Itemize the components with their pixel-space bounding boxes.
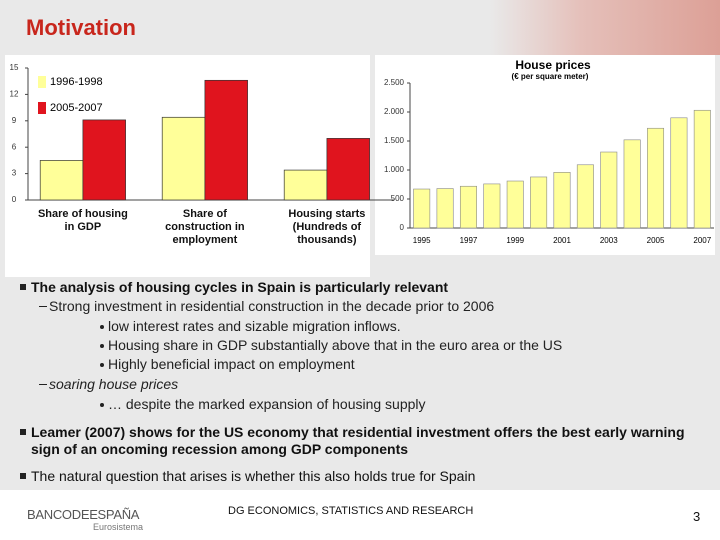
x-tick-label: 1999 (506, 236, 524, 245)
bullet: The natural question that arises is whet… (20, 468, 475, 485)
x-tick-label: 1997 (460, 236, 478, 245)
y-tick-label: 6 (12, 142, 17, 151)
x-tick-label: Share of housing in GDP (37, 208, 128, 233)
bar (693, 109, 711, 229)
legend-swatch (38, 76, 46, 88)
department: DG ECONOMICS, STATISTICS AND RESEARCH (228, 505, 474, 517)
bar (553, 172, 571, 229)
bar (506, 180, 524, 229)
x-tick-label: Housing starts (Hundreds of thousands) (288, 208, 366, 246)
y-tick-label: 9 (12, 116, 17, 125)
bullet: Leamer (2007) shows for the US economy t… (20, 424, 691, 458)
bullet: Housing share in GDP substantially above… (99, 337, 563, 353)
bullet: soaring house prices (38, 376, 179, 392)
chart-subtitle: (€ per square meter) (512, 72, 589, 81)
x-tick-label: Share of construction in employment (165, 208, 245, 246)
footer (0, 490, 720, 540)
bar (283, 169, 328, 201)
bar (82, 119, 126, 201)
bar (39, 160, 84, 201)
bar (600, 151, 618, 229)
y-tick-label: 500 (391, 194, 405, 203)
y-tick-label: 1.000 (384, 165, 405, 174)
bar (576, 164, 594, 229)
y-tick-label: 12 (10, 90, 19, 99)
legend-label: 2005-2007 (50, 102, 103, 114)
bullet: Strong investment in residential constru… (38, 298, 495, 314)
y-tick-label: 2.500 (384, 78, 405, 87)
y-tick-label: 2.000 (384, 107, 405, 116)
y-tick-label: 0 (400, 223, 405, 232)
x-tick-label: 1995 (413, 236, 431, 245)
y-tick-label: 3 (12, 169, 17, 178)
bullet: … despite the marked expansion of housin… (100, 396, 426, 412)
bar (413, 188, 431, 229)
legend-swatch (38, 102, 46, 114)
slide-title: Motivation (26, 15, 136, 40)
y-tick-label: 1.500 (384, 136, 405, 145)
y-tick-label: 15 (10, 63, 19, 72)
bullet: low interest rates and sizable migration… (100, 318, 401, 334)
bar (530, 176, 548, 229)
bar (670, 117, 688, 229)
x-tick-label: 2003 (600, 236, 618, 245)
x-tick-label: 2007 (693, 236, 711, 245)
bar (204, 79, 248, 201)
y-tick-label: 0 (12, 195, 17, 204)
x-tick-label: 2005 (647, 236, 665, 245)
bullet: Highly beneficial impact on employment (100, 356, 355, 372)
bar (647, 127, 665, 229)
header-decoration (490, 0, 720, 55)
bank-name: BANCODEESPAÑA (27, 507, 140, 522)
legend-label: 1996-1998 (50, 76, 103, 88)
bar (483, 183, 501, 229)
page-number: 3 (693, 509, 701, 524)
bar (623, 139, 641, 229)
x-tick-label: 2001 (553, 236, 571, 245)
bar (436, 188, 454, 229)
eurosystem: Eurosistema (93, 522, 144, 532)
bar (459, 185, 477, 229)
chart-title: House prices (515, 58, 591, 72)
bullet: The analysis of housing cycles in Spain … (20, 279, 448, 296)
bar (161, 116, 206, 201)
bar (326, 138, 370, 201)
